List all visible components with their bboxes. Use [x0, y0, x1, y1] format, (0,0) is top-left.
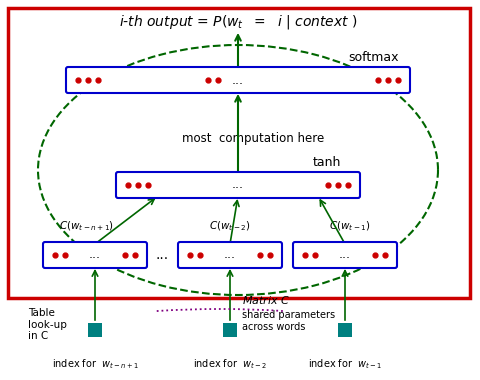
Text: ...: ... — [224, 249, 236, 261]
Text: index for  $w_{t-2}$: index for $w_{t-2}$ — [193, 357, 267, 371]
Text: Matrix $C$: Matrix $C$ — [242, 294, 290, 306]
Text: most  computation here: most computation here — [182, 132, 324, 145]
FancyBboxPatch shape — [88, 323, 102, 337]
FancyBboxPatch shape — [66, 67, 410, 93]
Text: ...: ... — [232, 73, 244, 87]
FancyBboxPatch shape — [116, 172, 360, 198]
FancyBboxPatch shape — [43, 242, 147, 268]
Text: index for  $w_{t-1}$: index for $w_{t-1}$ — [308, 357, 382, 371]
Text: $i$-th output = $P(w_t\ \ =\ \ i\ |\ context\ )$: $i$-th output = $P(w_t\ \ =\ \ i\ |\ con… — [119, 13, 358, 31]
Text: $C(w_{t-n+1})$: $C(w_{t-n+1})$ — [60, 219, 115, 233]
FancyBboxPatch shape — [293, 242, 397, 268]
Text: index for  $w_{t-n+1}$: index for $w_{t-n+1}$ — [51, 357, 138, 371]
Text: ...: ... — [232, 179, 244, 192]
Text: ...: ... — [89, 249, 101, 261]
Text: shared parameters
across words: shared parameters across words — [242, 310, 335, 332]
Text: ...: ... — [156, 248, 169, 262]
FancyBboxPatch shape — [338, 323, 352, 337]
FancyBboxPatch shape — [8, 8, 470, 298]
Text: $C(w_{t-1})$: $C(w_{t-1})$ — [329, 219, 371, 233]
FancyBboxPatch shape — [223, 323, 237, 337]
Text: ...: ... — [339, 249, 351, 261]
Text: $C(w_{t-2})$: $C(w_{t-2})$ — [209, 219, 251, 233]
Text: tanh: tanh — [313, 156, 341, 169]
FancyBboxPatch shape — [178, 242, 282, 268]
Text: softmax: softmax — [348, 51, 398, 64]
Text: Table
look-up
in C: Table look-up in C — [28, 308, 67, 341]
